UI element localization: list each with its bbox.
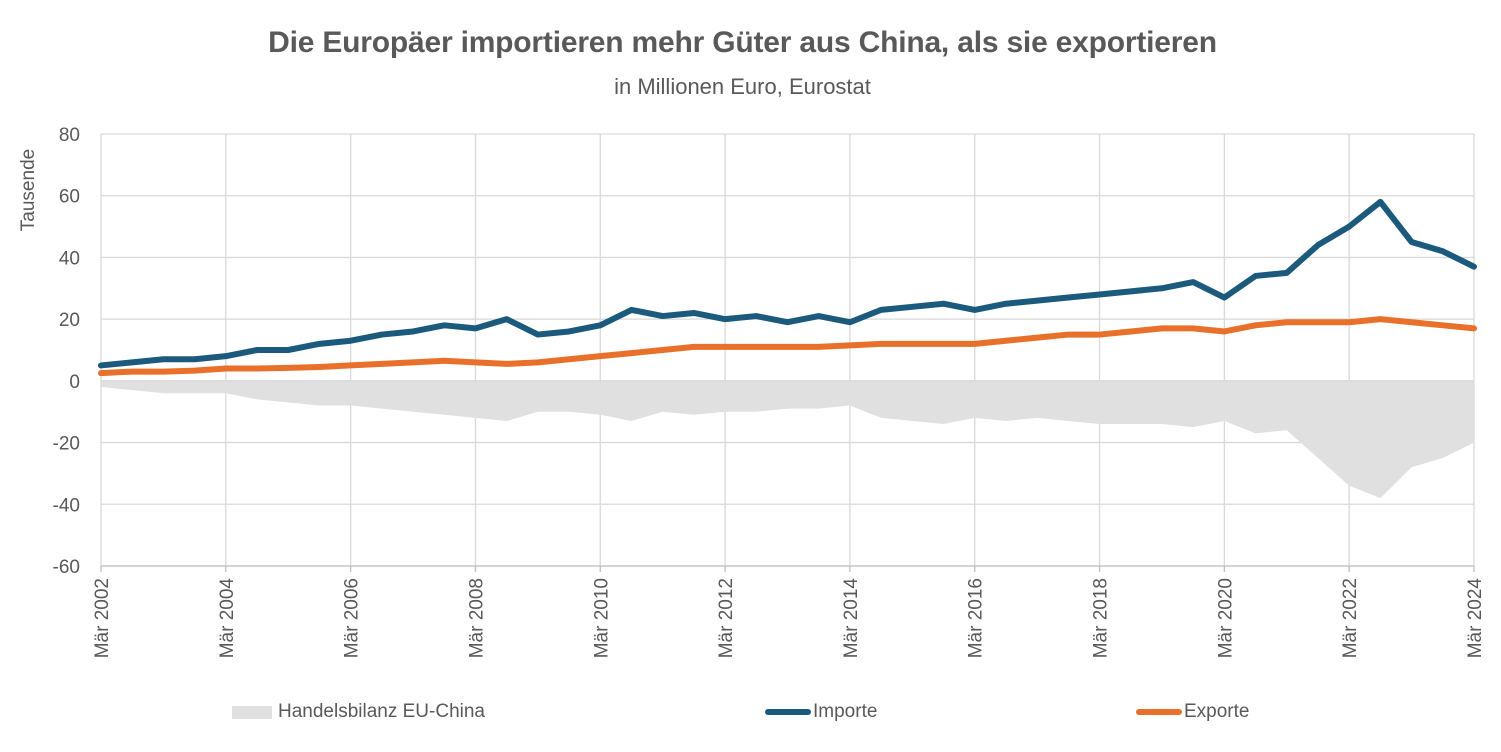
series-line-exporte bbox=[98, 316, 1477, 377]
y-axis-title: Tausende bbox=[18, 149, 39, 231]
y-tick-label: 40 bbox=[59, 248, 80, 269]
chart-subtitle: in Millionen Euro, Eurostat bbox=[614, 74, 871, 99]
axis-layer: 80 60 40 20 0 -20 -40 -60 Mär 2002 Mär 2004 Mär 20… bbox=[53, 125, 1486, 658]
legend-swatch-importe bbox=[765, 709, 811, 715]
x-tick-label: Mär 2004 bbox=[217, 578, 238, 659]
legend-swatch-exporte bbox=[1136, 709, 1182, 715]
y-tick-label: -60 bbox=[53, 557, 80, 578]
area-layer bbox=[101, 380, 1474, 499]
x-tick-label: Mär 2022 bbox=[1340, 578, 1361, 658]
x-tick-label: Mär 2012 bbox=[716, 578, 737, 658]
y-tick-label: 80 bbox=[59, 125, 80, 146]
legend-label-exporte: Exporte bbox=[1184, 701, 1250, 722]
x-tick-label: Mär 2008 bbox=[466, 578, 487, 658]
legend-item-exporte: Exporte bbox=[1136, 698, 1249, 726]
series-line-importe bbox=[98, 198, 1477, 369]
line-layer bbox=[98, 198, 1477, 377]
legend: Handelsbilanz EU-China Importe Exporte bbox=[0, 698, 1501, 726]
x-tick-label: Mär 2018 bbox=[1091, 578, 1112, 658]
legend-swatch-handelsbilanz bbox=[232, 705, 272, 719]
y-tick-label: 20 bbox=[59, 310, 80, 331]
legend-label-importe: Importe bbox=[813, 701, 878, 722]
y-tick-label: -20 bbox=[53, 434, 80, 455]
legend-item-importe: Importe bbox=[765, 698, 877, 726]
legend-item-handelsbilanz: Handelsbilanz EU-China bbox=[232, 698, 485, 726]
x-tick-label: Mär 2024 bbox=[1465, 578, 1486, 659]
x-tick-label: Mär 2006 bbox=[342, 578, 363, 658]
y-tick-label: -40 bbox=[53, 495, 80, 516]
x-tick-label: Mär 2002 bbox=[92, 578, 113, 658]
grid-layer bbox=[100, 133, 1475, 567]
x-tick-label: Mär 2014 bbox=[841, 578, 862, 659]
x-tick-label: Mär 2016 bbox=[966, 578, 987, 658]
legend-label-handelsbilanz: Handelsbilanz EU-China bbox=[278, 701, 485, 722]
series-area-handelsbilanz bbox=[101, 380, 1474, 499]
y-tick-label: 0 bbox=[69, 372, 80, 393]
y-tick-label: 60 bbox=[59, 187, 80, 208]
chart-title: Die Europäer importieren mehr Güter aus … bbox=[268, 26, 1217, 59]
x-tick-label: Mär 2010 bbox=[591, 578, 612, 658]
x-tick-label: Mär 2020 bbox=[1215, 578, 1236, 658]
